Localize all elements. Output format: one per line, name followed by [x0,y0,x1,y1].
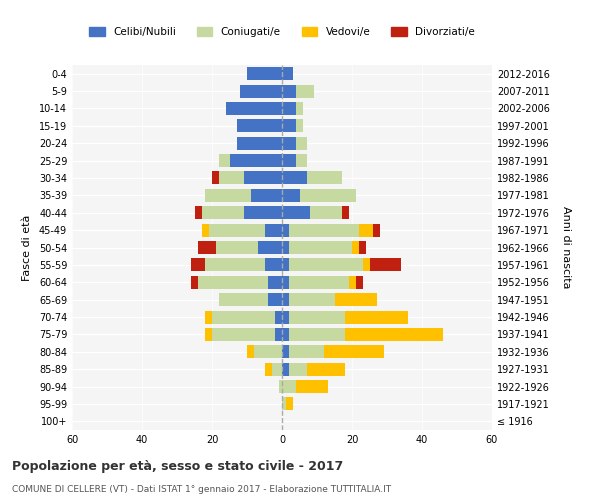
Bar [299,189,355,202]
Bar [265,224,282,236]
Bar [236,136,282,149]
Bar [355,276,362,289]
Legend: Celibi/Nubili, Coniugati/e, Vedovi/e, Divorziati/e: Celibi/Nubili, Coniugati/e, Vedovi/e, Di… [85,23,479,42]
Bar [247,67,282,80]
Bar [247,346,254,358]
Bar [282,136,296,149]
Bar [282,258,289,272]
Bar [296,380,328,393]
Bar [341,206,349,220]
Bar [282,398,286,410]
Bar [191,258,205,272]
Bar [349,276,355,289]
Text: COMUNE DI CELLERE (VT) - Dati ISTAT 1° gennaio 2017 - Elaborazione TUTTITALIA.IT: COMUNE DI CELLERE (VT) - Dati ISTAT 1° g… [12,485,391,494]
Bar [265,362,271,376]
Bar [282,154,296,167]
Bar [289,276,349,289]
Bar [352,241,359,254]
Bar [219,293,268,306]
Bar [254,346,282,358]
Bar [282,380,296,393]
Bar [296,136,307,149]
Bar [345,328,443,341]
Bar [202,224,209,236]
Bar [209,224,265,236]
Bar [282,310,289,324]
Bar [275,328,282,341]
Bar [198,241,215,254]
Bar [345,310,408,324]
Bar [278,380,282,393]
Bar [268,293,282,306]
Bar [289,241,352,254]
Bar [307,172,341,184]
Bar [289,328,345,341]
Bar [257,241,282,254]
Bar [271,362,282,376]
Bar [286,398,293,410]
Bar [335,293,377,306]
Bar [282,224,289,236]
Bar [324,346,383,358]
Bar [359,241,366,254]
Bar [219,172,244,184]
Bar [275,310,282,324]
Bar [265,258,282,272]
Bar [289,310,345,324]
Bar [240,84,282,98]
Bar [205,189,251,202]
Bar [362,258,370,272]
Bar [296,102,303,115]
Bar [289,293,335,306]
Bar [310,206,341,220]
Bar [282,276,289,289]
Bar [268,276,282,289]
Bar [289,346,324,358]
Bar [251,189,282,202]
Bar [244,206,282,220]
Bar [212,328,275,341]
Bar [282,120,296,132]
Bar [282,172,307,184]
Bar [212,310,275,324]
Bar [307,362,345,376]
Bar [236,120,282,132]
Bar [282,328,289,341]
Bar [219,154,229,167]
Bar [198,276,268,289]
Bar [229,154,282,167]
Bar [215,241,257,254]
Bar [212,172,219,184]
Bar [282,189,299,202]
Y-axis label: Fasce di età: Fasce di età [22,214,32,280]
Bar [282,67,293,80]
Bar [226,102,282,115]
Bar [282,241,289,254]
Bar [373,224,380,236]
Bar [359,224,373,236]
Bar [282,206,310,220]
Bar [205,310,212,324]
Bar [244,172,282,184]
Bar [205,328,212,341]
Bar [289,224,359,236]
Bar [282,362,289,376]
Bar [282,84,296,98]
Bar [282,346,289,358]
Bar [205,258,265,272]
Bar [370,258,401,272]
Text: Popolazione per età, sesso e stato civile - 2017: Popolazione per età, sesso e stato civil… [12,460,343,473]
Bar [289,362,307,376]
Bar [194,206,202,220]
Bar [296,84,314,98]
Bar [296,154,307,167]
Bar [282,293,289,306]
Bar [296,120,303,132]
Bar [191,276,198,289]
Bar [282,102,296,115]
Bar [289,258,362,272]
Bar [202,206,244,220]
Y-axis label: Anni di nascita: Anni di nascita [561,206,571,289]
